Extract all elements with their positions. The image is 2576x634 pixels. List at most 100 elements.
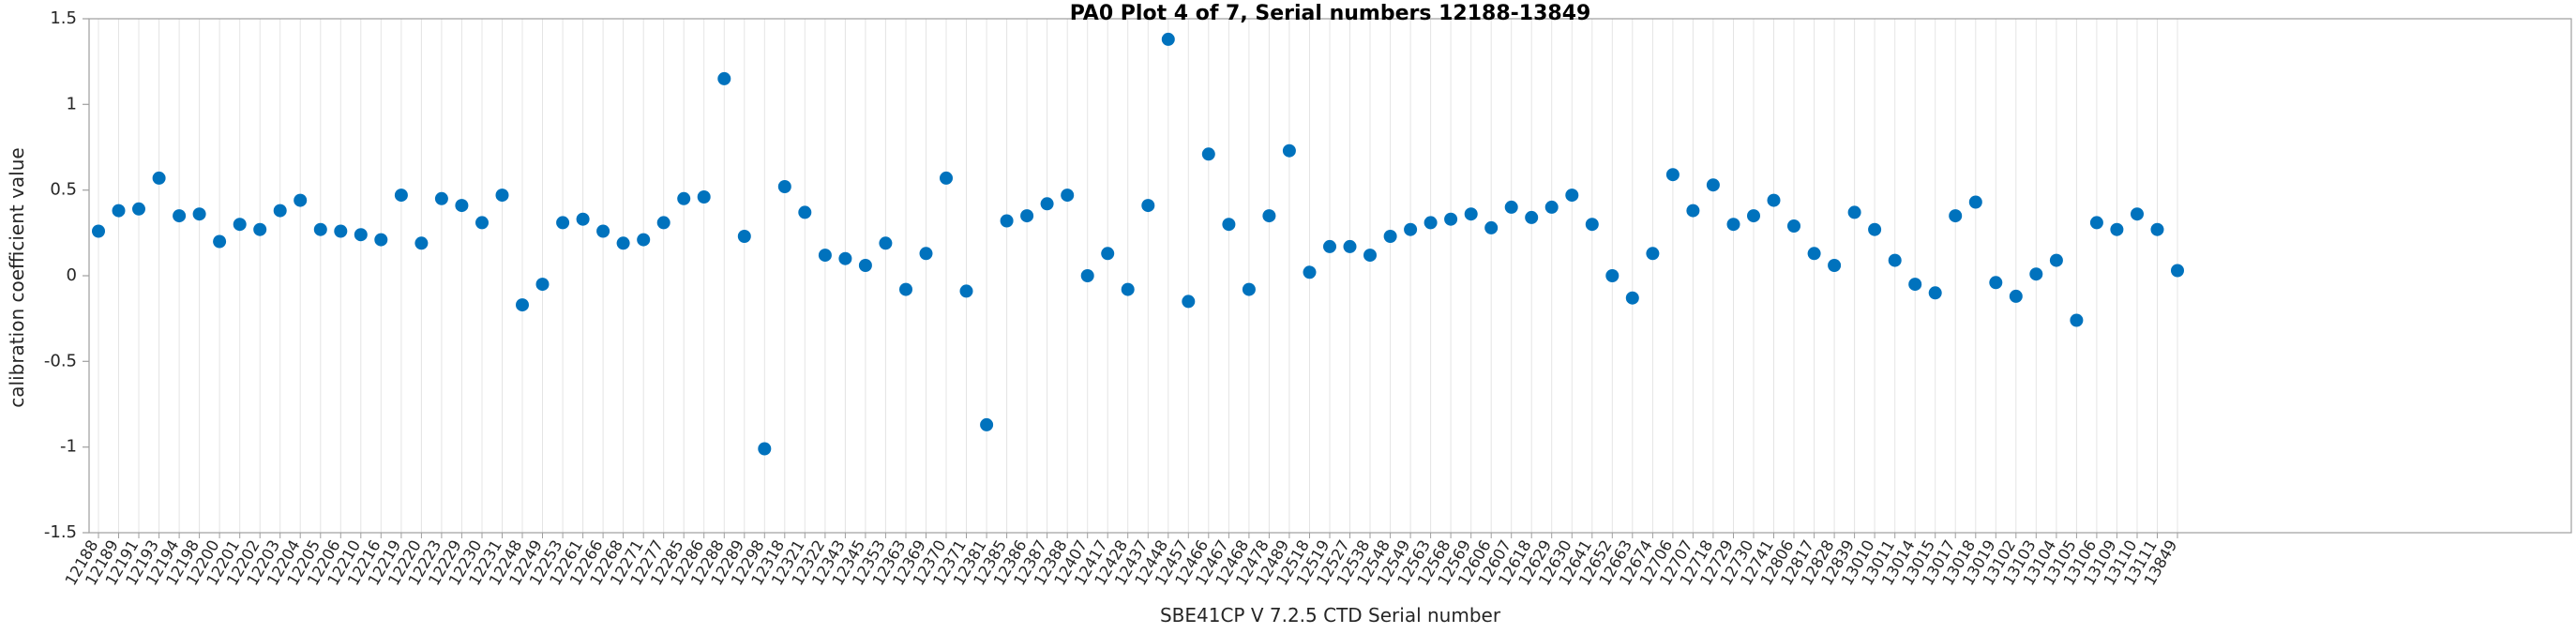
x-axis-label: SBE41CP V 7.2.5 CTD Serial number [1159, 604, 1501, 626]
data-point [1504, 200, 1518, 214]
data-point [1888, 253, 1902, 267]
data-point [2150, 222, 2164, 236]
data-point [354, 228, 368, 242]
data-point [1363, 249, 1377, 263]
data-point [1000, 214, 1014, 228]
data-point [717, 71, 731, 85]
data-point [858, 259, 872, 272]
data-point [940, 171, 953, 185]
data-point [1928, 286, 1942, 300]
data-point [1121, 282, 1135, 296]
data-point [2070, 313, 2084, 327]
data-point [1201, 147, 1215, 161]
data-point [1383, 230, 1397, 243]
data-point [394, 189, 408, 203]
data-point [818, 249, 832, 263]
data-point [535, 278, 550, 292]
data-point [1968, 195, 1982, 209]
data-point [1222, 218, 1236, 232]
y-tick-label: -0.5 [44, 351, 77, 370]
data-point [697, 190, 711, 204]
data-point [637, 233, 651, 247]
data-point [2131, 207, 2144, 221]
data-point [1242, 282, 1256, 296]
data-point [777, 180, 791, 193]
data-point [838, 251, 852, 265]
data-point [1847, 205, 1861, 219]
data-point [596, 224, 610, 238]
data-point [334, 224, 348, 238]
data-point [1747, 209, 1760, 223]
data-point [1706, 178, 1720, 192]
y-axis: -1.5 -1 -0.5 0 0.5 1 1.5 [44, 8, 89, 542]
data-point [899, 282, 912, 296]
data-point [1767, 193, 1781, 207]
data-point [1585, 218, 1599, 232]
y-tick-label: 1.5 [50, 8, 77, 28]
data-point [192, 207, 206, 221]
data-point [1665, 168, 1680, 182]
data-point [455, 199, 469, 213]
gridlines [98, 19, 2178, 533]
data-point [1787, 219, 1800, 233]
data-point [1686, 204, 1700, 218]
data-point [2110, 222, 2124, 236]
data-point [1868, 222, 1882, 236]
data-point [414, 236, 429, 250]
chart-title: PA0 Plot 4 of 7, Serial numbers 12188-13… [1069, 2, 1591, 25]
y-tick-label: -1 [60, 437, 77, 457]
data-point [677, 191, 691, 205]
data-point [2089, 216, 2103, 230]
data-point [1404, 222, 1418, 236]
data-point [1080, 269, 1094, 282]
data-point [1646, 247, 1660, 261]
data-point [1343, 239, 1357, 253]
data-point [1020, 209, 1034, 223]
x-axis: 1218812189121911219312194121981220012201… [62, 533, 2180, 588]
data-point [516, 298, 529, 312]
data-point [737, 230, 751, 243]
data-point [576, 212, 590, 226]
data-point [374, 233, 388, 247]
y-tick-label: 1 [67, 94, 77, 113]
data-point [1424, 216, 1438, 230]
data-point [173, 209, 187, 223]
data-point [233, 218, 247, 232]
data-point [2171, 264, 2184, 278]
data-point [1525, 210, 1539, 224]
data-point [758, 442, 772, 456]
data-point [1484, 220, 1499, 234]
data-point [1565, 189, 1579, 203]
data-point [2009, 289, 2023, 303]
y-tick-label: -1.5 [44, 522, 77, 542]
data-point [213, 234, 227, 249]
data-point [1161, 32, 1175, 46]
data-point [1828, 259, 1842, 272]
data-point [1605, 269, 1619, 282]
data-point [798, 205, 812, 219]
data-point [1807, 247, 1821, 261]
data-point [556, 216, 570, 230]
data-point [616, 236, 630, 250]
data-point [434, 191, 448, 205]
data-point [294, 193, 308, 207]
data-points [92, 32, 2184, 456]
data-point [980, 417, 994, 431]
data-point [1949, 209, 1963, 223]
data-point [919, 247, 933, 261]
data-point [1101, 247, 1115, 261]
y-tick-label: 0 [67, 265, 77, 285]
data-point [92, 224, 105, 238]
data-point [1182, 294, 1196, 309]
data-point [2049, 253, 2063, 267]
data-point [253, 222, 267, 236]
data-point [1040, 197, 1054, 211]
data-point [1282, 143, 1296, 158]
data-point [112, 204, 126, 218]
data-point [2029, 267, 2043, 281]
data-point [1323, 239, 1336, 253]
y-axis-label: calibration coefficient value [6, 147, 28, 408]
data-point [1726, 218, 1740, 232]
